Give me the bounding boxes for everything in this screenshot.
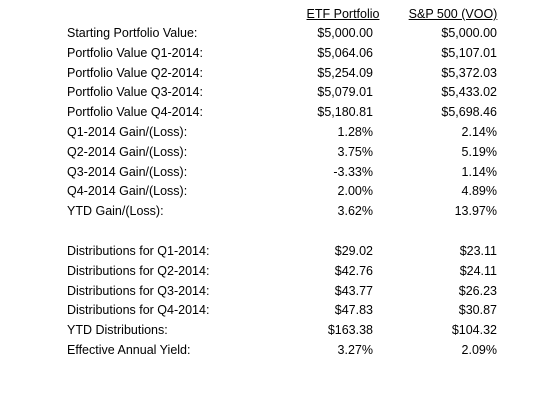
cell-value: $29.02 (334, 244, 373, 258)
cell-value: 3.27% (337, 343, 373, 357)
row-label: Distributions for Q4-2014: (67, 303, 210, 318)
cell-value: 3.75% (337, 144, 373, 159)
row-label: Distributions for Q3-2014: (67, 283, 210, 298)
cell-value: 3.62% (337, 204, 373, 219)
cell-value: -3.33% (333, 164, 373, 179)
cell-value: $5,000.00 (317, 26, 373, 40)
cell-value: $5,372.03 (441, 65, 497, 80)
cell-value: $30.87 (458, 303, 497, 318)
cell-value: $5,433.02 (441, 85, 497, 100)
row-label: Portfolio Value Q4-2014: (67, 105, 203, 120)
cell-value: 5.19% (461, 144, 497, 159)
row-label: Q1-2014 Gain/(Loss): (67, 125, 188, 139)
row-label: Q2-2014 Gain/(Loss): (67, 144, 188, 159)
cell-value: $5,107.01 (441, 45, 497, 60)
cell-value: 1.28% (337, 125, 373, 139)
cell-value: $104.32 (451, 323, 497, 338)
cell-value: 4.89% (461, 184, 497, 199)
row-label: Portfolio Value Q1-2014: (67, 45, 203, 60)
cell-value: $5,000.00 (441, 26, 497, 40)
row-label: Effective Annual Yield: (67, 343, 191, 357)
cell-value: $5,064.06 (317, 45, 373, 60)
row-label: Q4-2014 Gain/(Loss): (67, 184, 188, 199)
cell-value: $23.11 (459, 244, 497, 258)
cell-value: $24.11 (459, 263, 497, 278)
column-header: ETF Portfolio (306, 7, 380, 21)
row-label: Distributions for Q1-2014: (67, 244, 210, 258)
row-label: Portfolio Value Q3-2014: (67, 85, 203, 100)
row-label: Portfolio Value Q2-2014: (67, 65, 203, 80)
cell-value: $5,180.81 (317, 105, 373, 120)
row-label: Distributions for Q2-2014: (67, 263, 210, 278)
cell-value: $5,698.46 (441, 105, 497, 120)
cell-value: $26.23 (458, 283, 497, 298)
cell-value: 1.14% (461, 164, 497, 179)
row-label: YTD Gain/(Loss): (67, 204, 164, 219)
cell-value: 13.97% (454, 204, 497, 219)
cell-value: $43.77 (334, 283, 373, 298)
cell-value: $163.38 (327, 323, 373, 338)
cell-value: $5,254.09 (317, 65, 373, 80)
row-label: Starting Portfolio Value: (67, 26, 198, 40)
cell-value: 2.09% (461, 343, 497, 357)
cell-value: 2.14% (461, 125, 497, 139)
cell-value: 2.00% (337, 184, 373, 199)
cell-value: $47.83 (334, 303, 373, 318)
cell-value: $42.76 (334, 263, 373, 278)
row-label: YTD Distributions: (67, 323, 168, 338)
row-label: Q3-2014 Gain/(Loss): (67, 164, 188, 179)
column-header: S&P 500 (VOO) (408, 7, 498, 21)
cell-value: $5,079.01 (317, 85, 373, 100)
